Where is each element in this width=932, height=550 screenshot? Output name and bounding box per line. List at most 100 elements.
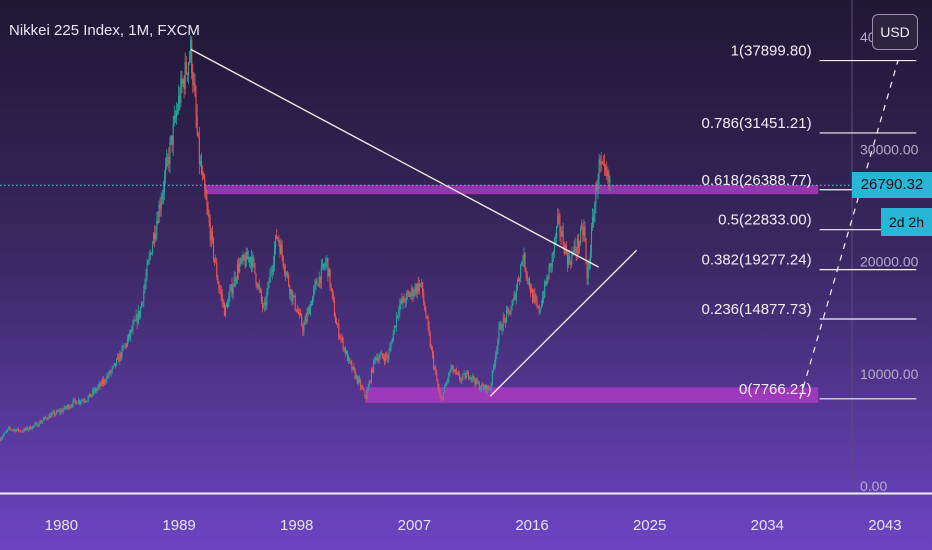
candle [462,373,464,381]
candle [216,257,218,281]
candle [580,225,582,246]
candle [36,422,38,427]
candle-body [117,356,119,360]
candle-body [126,339,128,346]
candle-body [405,293,407,303]
candle [470,375,472,381]
support-resistance-zone-2[interactable] [366,387,819,403]
candle [17,427,20,433]
candle [320,259,322,290]
candle-body [558,215,560,217]
candle [321,258,323,271]
candle [448,371,450,384]
candle [106,373,108,384]
candle [83,397,85,405]
candle-body [5,430,8,433]
candle [223,301,225,316]
candle [300,308,302,317]
candle-body [418,283,420,292]
candle [283,263,285,277]
candle-body [45,417,47,418]
candle [315,277,317,291]
candle [523,247,525,268]
candle [511,300,513,311]
candle [84,398,86,403]
candle-body [24,428,26,430]
candle-body [148,256,150,262]
candle [266,288,268,310]
candle [577,233,579,255]
candle [352,366,354,371]
candle-body [68,405,70,409]
candle [80,400,82,406]
candle [539,307,541,314]
candle [179,86,181,111]
candle [59,408,61,416]
candle-body [80,401,82,403]
candle [583,219,585,242]
candle-body [483,386,485,389]
candle [205,184,207,200]
candle-body [253,257,255,263]
candle-body [281,245,283,256]
candle-body [316,280,318,285]
candle-body [588,262,590,268]
candle-body [427,317,429,326]
candle-body [538,306,540,313]
candle-body [428,325,430,334]
candle-body [86,400,88,402]
candle-body [209,222,211,241]
candle-body [351,362,353,370]
trendline-1[interactable] [190,48,600,268]
candle [499,321,501,330]
candle-body [177,110,179,113]
candle-body [492,366,495,371]
candle-body [143,290,145,303]
candle [184,52,186,95]
candle [177,103,179,116]
projection-line[interactable] [799,60,899,399]
candle [291,288,293,306]
candle-body [520,264,522,278]
candle-body [290,289,292,295]
candle-body [3,432,5,436]
candle [242,251,244,266]
candle [375,356,377,364]
candle [404,298,406,308]
candle [474,377,476,389]
candle [139,306,142,319]
candle-body [109,371,111,374]
candle-body [331,288,333,294]
candle-body [99,383,101,386]
candle-body [355,375,357,379]
candle [386,351,388,361]
candle-body [444,384,447,387]
candle [230,284,232,292]
candle-body [527,278,529,280]
candle-body [153,233,155,245]
support-resistance-zone-1[interactable] [205,185,819,195]
candle [130,329,132,342]
candle-body [31,428,33,430]
candle-body [146,264,148,277]
candle-body [354,369,356,379]
candle-body [462,374,464,378]
candle-body [559,215,561,233]
x-axis-tick-label: 1998 [280,517,313,534]
candle [249,256,252,269]
trendline-2[interactable] [489,249,638,397]
currency-button[interactable]: USD [872,14,918,50]
candle-body [336,322,338,325]
candle-body [149,252,151,257]
candle [245,247,247,268]
candle [156,211,158,241]
candle [450,363,452,373]
candle-body [406,292,408,294]
candle [356,374,358,385]
candle-body [426,317,428,318]
candle-body [436,372,438,381]
candle [566,249,569,272]
candle [252,251,254,273]
candle-body [175,112,178,118]
